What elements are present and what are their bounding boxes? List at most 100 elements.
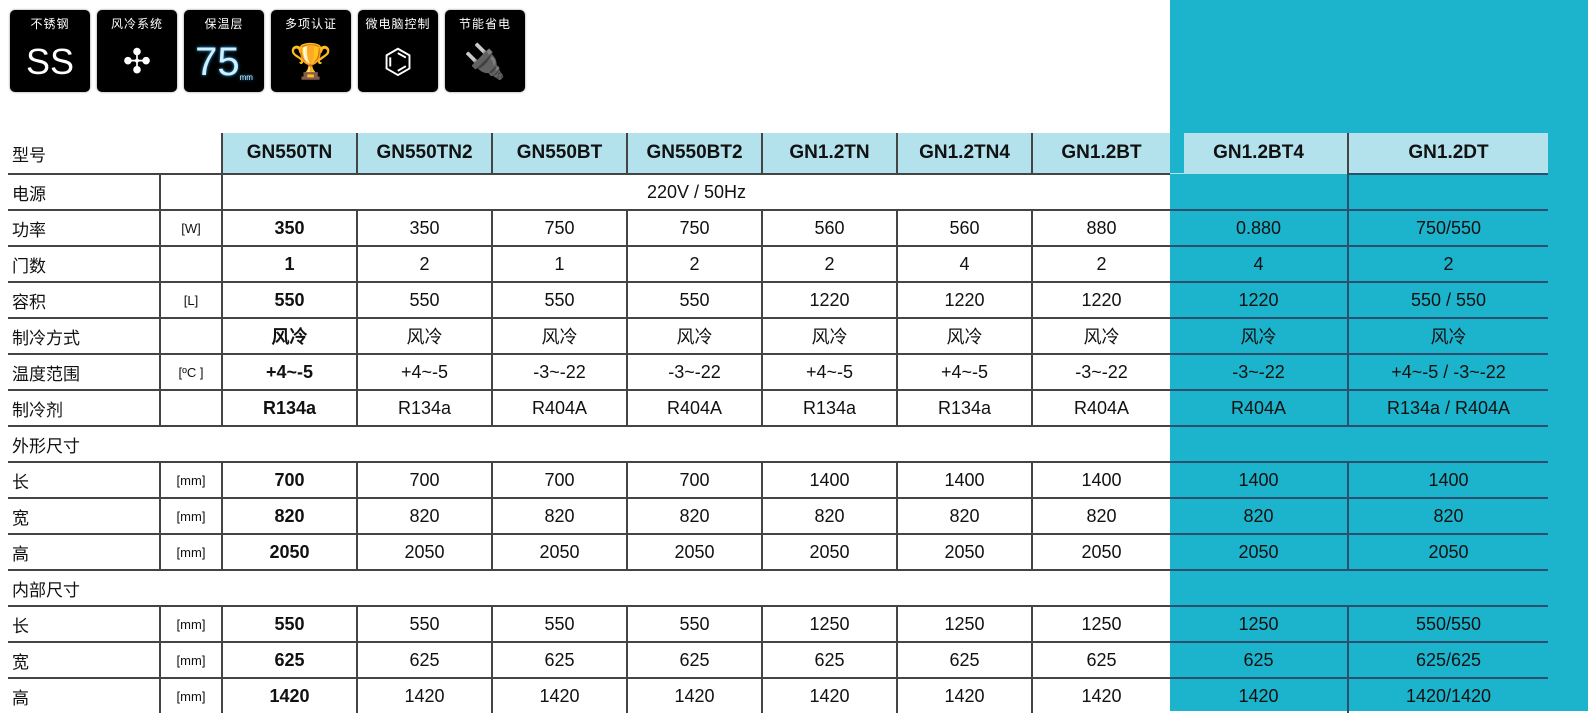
header-row: 型号 GN550TN GN550TN2 GN550BT GN550BT2 GN1.2TN G… [8, 133, 1548, 174]
feature-glyph: 75 [195, 39, 240, 84]
model-header: GN1.2TN4 [896, 133, 1032, 174]
cell: 625 [1170, 641, 1348, 678]
cell: 2050 [626, 533, 762, 570]
row-label: 宽 [8, 497, 160, 534]
cell [1170, 174, 1348, 210]
cell: 2050 [221, 533, 357, 570]
cell: 750 [491, 209, 627, 246]
group-label: 内部尺寸 [8, 569, 1170, 606]
row-label: 长 [8, 461, 160, 498]
row-label: 高 [8, 677, 160, 713]
cell: 550 [626, 281, 762, 318]
row-unit [159, 245, 222, 282]
feature-glyph: 🔌 [463, 43, 507, 81]
cell: 625 [761, 641, 897, 678]
table-row: 功率 [W] 350 350 750 750 560 560 880 0.880 750/550 [8, 209, 1548, 246]
row-unit [159, 389, 222, 426]
cell: 2050 [1031, 533, 1170, 570]
cell: R404A [626, 389, 762, 426]
cell: 880 [1031, 209, 1170, 246]
cell: 2 [626, 245, 762, 282]
cell: 1400 [1170, 461, 1348, 498]
model-header: GN1.2BT4 [1170, 133, 1348, 174]
cell: 1420 [1031, 677, 1170, 713]
circuit-icon: ⌬ [383, 32, 413, 92]
cell: 350 [221, 209, 357, 246]
header-label: 型号 [12, 145, 46, 166]
cell: 700 [491, 461, 627, 498]
cell: 700 [221, 461, 357, 498]
cell: 风冷 [626, 317, 762, 354]
feature-glyph: SS [25, 41, 75, 82]
cell: 1 [491, 245, 627, 282]
cell: R134a / R404A [1347, 389, 1548, 426]
feature-badge: 保温层 75 mm [184, 10, 264, 92]
cell [1348, 425, 1548, 462]
table-row: 制冷方式 风冷 风冷 风冷 风冷 风冷 风冷 风冷 风冷 风冷 [8, 317, 1548, 354]
cell: 2 [1031, 245, 1170, 282]
cell: +4~-5 [356, 353, 492, 390]
table-row: 宽 [mm] 820 820 820 820 820 820 820 820 820 [8, 497, 1548, 534]
cell: 1250 [1170, 605, 1348, 642]
row-label: 高 [8, 533, 160, 570]
model-header: GN1.2DT [1347, 133, 1548, 174]
table-row: 宽 [mm] 625 625 625 625 625 625 625 625 625/625 [8, 641, 1548, 678]
cell: R404A [1170, 389, 1348, 426]
feature-label: 节能省电 [458, 17, 511, 31]
cell: 625 [1031, 641, 1170, 678]
cell: 550/550 [1347, 605, 1548, 642]
cell: 550 [491, 281, 627, 318]
cell: 风冷 [221, 317, 357, 354]
row-unit [159, 317, 222, 354]
cell: 550 / 550 [1347, 281, 1548, 318]
cell: 1400 [761, 461, 897, 498]
feature-badge: 不锈钢 SS [10, 10, 90, 92]
cell: +4~-5 [896, 353, 1032, 390]
cell: 820 [626, 497, 762, 534]
cell: 1420 [356, 677, 492, 713]
row-label: 温度范围 [8, 353, 160, 390]
cell: +4~-5 [221, 353, 357, 390]
row-label: 容积 [8, 281, 160, 318]
cell: 625 [896, 641, 1032, 678]
feature-glyph: 🏆 [289, 43, 333, 81]
table-row: 长 [mm] 700 700 700 700 1400 1400 1400 1400 1400 [8, 461, 1548, 498]
table-row: 温度范围 [ºC ] +4~-5 +4~-5 -3~-22 -3~-22 +4~-5 +4~-… [8, 353, 1548, 390]
stainless-steel-icon: SS [26, 32, 74, 92]
table-row: 容积 [L] 550 550 550 550 1220 1220 1220 1220 550 / 5… [8, 281, 1548, 318]
cell: 550 [356, 281, 492, 318]
row-unit: [mm] [159, 677, 222, 713]
cell: R134a [356, 389, 492, 426]
cell: 1250 [1031, 605, 1170, 642]
plug-leaf-icon: 🔌 [464, 32, 506, 92]
cell: 560 [896, 209, 1032, 246]
feature-badge: 多项认证 🏆 [271, 10, 351, 92]
cell: 550 [491, 605, 627, 642]
cell: 625/625 [1347, 641, 1548, 678]
cell: 风冷 [491, 317, 627, 354]
row-label: 功率 [8, 209, 160, 246]
feature-badge: 微电脑控制 ⌬ [358, 10, 438, 92]
cell: 2050 [761, 533, 897, 570]
cell [1170, 569, 1348, 606]
model-header: GN1.2BT [1031, 133, 1170, 174]
cell: 625 [221, 641, 357, 678]
row-unit [159, 173, 222, 210]
cell: 1420 [626, 677, 762, 713]
fan-icon: ✣ [123, 32, 152, 92]
cell: 550 [356, 605, 492, 642]
cell: 1220 [761, 281, 897, 318]
feature-label: 微电脑控制 [365, 17, 431, 31]
feature-glyph: ⌬ [383, 43, 413, 81]
feature-sub: mm [239, 73, 253, 82]
cell: 风冷 [1031, 317, 1170, 354]
row-unit: [ºC ] [159, 353, 222, 390]
cell: 550 [221, 281, 357, 318]
cell: 1420 [491, 677, 627, 713]
cell: 1400 [896, 461, 1032, 498]
cell [1170, 425, 1348, 462]
row-label: 制冷方式 [8, 317, 160, 354]
row-unit: [mm] [159, 461, 222, 498]
cell: -3~-22 [491, 353, 627, 390]
cell: 2050 [896, 533, 1032, 570]
